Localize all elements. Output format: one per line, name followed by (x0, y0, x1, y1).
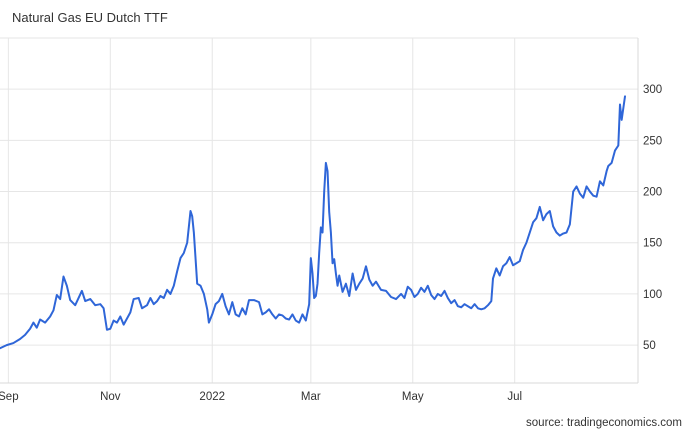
x-tick-Mar: Mar (301, 391, 321, 403)
source-credit: source: tradingeconomics.com (526, 417, 682, 429)
x-tick-labels: Sep Nov 2022 Mar May Jul (0, 391, 522, 403)
series-line-0 (0, 95, 626, 350)
y-tick-100: 100 (643, 289, 662, 301)
x-tick-May: May (402, 391, 424, 403)
x-tick-2022: 2022 (199, 391, 225, 403)
y-tick-250: 250 (643, 135, 662, 147)
y-tick-300: 300 (643, 84, 662, 96)
grid-lines (0, 38, 638, 383)
y-tick-200: 200 (643, 187, 662, 199)
y-tick-50: 50 (643, 340, 656, 352)
y-tick-150: 150 (643, 238, 662, 250)
axes (0, 37, 639, 384)
x-tick-Sep: Sep (0, 391, 19, 403)
x-tick-Nov: Nov (100, 391, 121, 403)
series-group (0, 95, 626, 350)
y-tick-labels: 50 100 150 200 250 300 (643, 84, 662, 352)
x-tick-Jul: Jul (507, 391, 522, 403)
chart-title: Natural Gas EU Dutch TTF (12, 10, 168, 25)
